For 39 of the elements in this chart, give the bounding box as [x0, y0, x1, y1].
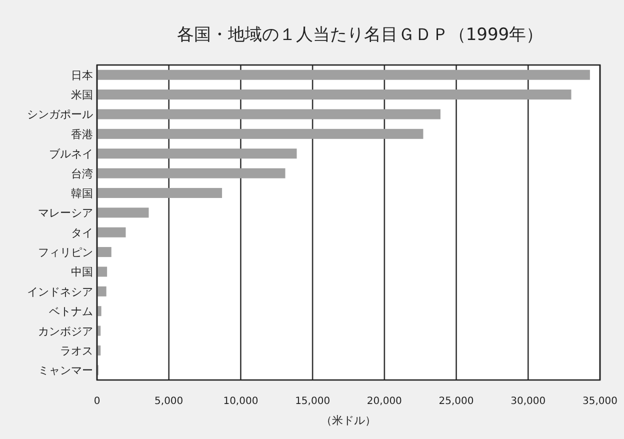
y-tick-label: 米国 [71, 88, 93, 102]
y-tick-label: マレーシア [38, 206, 93, 220]
y-tick-label: カンボジア [38, 324, 93, 338]
y-tick-label: 日本 [71, 68, 93, 82]
y-tick-label: ブルネイ [49, 148, 93, 161]
x-tick-label: 20,000 [366, 396, 402, 407]
bar [97, 168, 286, 178]
x-tick-label: 15,000 [295, 396, 330, 407]
y-tick-label: 中国 [71, 266, 93, 279]
x-tick-label: 0 [94, 396, 100, 407]
x-tick-label: 35,000 [582, 396, 618, 407]
bar [97, 208, 149, 218]
y-tick-label: インドネシア [27, 285, 93, 298]
y-tick-label: ラオス [60, 344, 93, 358]
x-tick-label: 5,000 [154, 396, 184, 407]
bar [97, 286, 106, 296]
y-tick-label: シンガポール [27, 108, 93, 122]
chart-title: 各国・地域の１人当たり名目ＧＤＰ（1999年） [176, 25, 544, 45]
bar [97, 90, 572, 100]
bar [97, 188, 222, 198]
y-tick-label: ベトナム [49, 305, 93, 318]
bar [97, 306, 102, 316]
x-tick-label: 25,000 [438, 396, 474, 407]
bar [97, 266, 108, 277]
x-tick-label: 10,000 [223, 396, 258, 407]
y-tick-label: タイ [71, 226, 93, 240]
bar [97, 148, 297, 159]
x-tick-label: 30,000 [510, 396, 546, 407]
bar [97, 109, 440, 120]
bar [97, 227, 126, 238]
y-tick-label: 韓国 [71, 186, 93, 200]
y-tick-label: 台湾 [71, 167, 93, 180]
bar [97, 70, 590, 80]
y-tick-label: フィリピン [38, 246, 93, 260]
y-tick-label: 香港 [71, 128, 93, 141]
bar [97, 247, 112, 258]
x-axis-title: （米ドル） [321, 414, 376, 427]
y-tick-label: ミャンマー [38, 364, 93, 378]
bar [97, 128, 424, 139]
